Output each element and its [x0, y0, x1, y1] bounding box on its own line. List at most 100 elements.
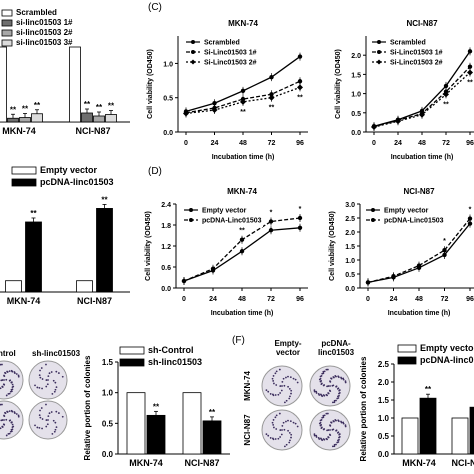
colony-dot	[326, 385, 328, 388]
colony-dot	[36, 426, 39, 429]
colony-dot	[285, 376, 287, 379]
colony-dot	[319, 424, 322, 427]
chart-title: NCI-N87	[403, 187, 435, 196]
bar	[25, 221, 42, 293]
category-label: MKN-74	[2, 126, 36, 136]
data-point	[467, 69, 473, 76]
plate-column-label: linc01503	[318, 348, 355, 357]
colony-dot	[4, 371, 6, 374]
significance-label: **	[467, 79, 473, 86]
bar	[401, 417, 419, 455]
colony-dot	[322, 370, 325, 373]
colony-dot	[326, 368, 329, 371]
legend-marker	[189, 218, 193, 222]
colony-dot	[55, 426, 58, 429]
colony-dot	[329, 385, 331, 387]
colony-dot	[281, 424, 284, 427]
colony-dot	[335, 385, 338, 388]
colony-dot	[48, 412, 51, 415]
significance-label: **	[84, 100, 91, 109]
colony-dot	[282, 377, 285, 380]
y-tick-label: 1.8	[161, 223, 171, 230]
chart-title: NCI-N87	[406, 19, 438, 28]
colony-dot	[11, 428, 14, 431]
colony-dot	[342, 421, 345, 424]
panel-c-mkn74-line-chart: 0.0 0.5 1.0 0 24 48 72 96 Incubation time (h) Cel…	[147, 19, 308, 161]
colony-dot	[269, 437, 272, 439]
legend-label: pcDNA-Linc01503	[202, 218, 262, 225]
x-tick-label: 72	[268, 140, 276, 147]
colony-dot	[329, 429, 331, 431]
colony-dot	[315, 392, 318, 394]
colony-dot	[8, 432, 11, 435]
colony-dot	[10, 390, 13, 393]
colony-dot	[55, 370, 58, 373]
x-tick-label: 0	[182, 296, 186, 303]
colony-dot	[45, 379, 48, 381]
legend-swatch	[1, 29, 13, 37]
colony-dot	[281, 429, 283, 431]
colony-dot	[38, 386, 41, 389]
colony-dot	[337, 419, 340, 422]
bar	[93, 115, 105, 123]
colony-dot	[340, 376, 342, 379]
y-tick-label: 1.5	[345, 244, 355, 251]
data-point	[297, 215, 303, 221]
y-axis-label: Cell viability (OD450)	[335, 49, 342, 119]
panel-f-bar-chart: 0.0 0.5 1.0 1.5 2.0 2.5 Relative portion of co…	[359, 343, 474, 468]
colony-dot	[287, 419, 289, 422]
legend-label: si-linc01503 2#	[16, 28, 73, 37]
colony-dot	[13, 371, 16, 373]
colony-dot	[55, 410, 58, 413]
x-tick-label: 24	[394, 140, 402, 147]
bar	[69, 46, 81, 123]
legend-label: Empty vector	[40, 165, 98, 175]
colony-dot	[342, 377, 345, 380]
colony-dot	[51, 433, 54, 435]
colony-dot	[40, 407, 43, 409]
x-tick-label: 72	[441, 296, 449, 303]
significance-label: **	[297, 94, 303, 101]
colony-dot	[13, 411, 16, 413]
series-line	[367, 223, 471, 284]
significance-label: *	[443, 238, 446, 245]
x-tick-label: 48	[239, 140, 247, 147]
colony-dot	[45, 403, 47, 406]
colony-dot	[34, 424, 36, 427]
colony-dot	[8, 410, 11, 413]
colony-dot	[38, 426, 41, 429]
colony-dot	[318, 378, 321, 381]
colony-dot	[338, 435, 341, 438]
colony-dot	[271, 421, 274, 424]
colony-dot	[333, 401, 336, 404]
legend-marker	[191, 40, 195, 44]
colony-dot	[45, 363, 47, 366]
colony-dot	[9, 379, 12, 382]
y-tick-label: 0.0	[163, 130, 173, 137]
colony-dot	[344, 381, 347, 384]
colony-dot	[313, 389, 316, 392]
colony-dot	[319, 380, 322, 383]
legend-bg	[183, 35, 269, 69]
significance-label: **	[10, 105, 17, 114]
x-tick-label: 72	[267, 296, 275, 303]
colony-dot	[48, 372, 51, 375]
legend-label: sh-linc01503	[148, 357, 202, 367]
colony-dot	[34, 384, 36, 387]
plate-row-label: NCI-N87	[243, 414, 252, 446]
colony-dot	[340, 420, 342, 423]
legend-swatch	[11, 166, 37, 175]
colony-dot	[54, 428, 57, 431]
colony-dot	[279, 392, 282, 394]
colony-dot	[344, 425, 347, 428]
y-tick-label: 1.0	[102, 389, 114, 398]
colony-dot	[5, 378, 8, 381]
colony-dot	[272, 375, 275, 377]
significance-label: **	[96, 103, 103, 112]
legend-swatch	[119, 346, 145, 355]
x-tick-label: 48	[238, 296, 246, 303]
colony-dot	[285, 443, 288, 446]
plate-column-label: sh-linc01503	[32, 349, 81, 358]
colony-dot	[10, 369, 13, 372]
x-axis-label: Incubation time (h)	[388, 310, 451, 317]
